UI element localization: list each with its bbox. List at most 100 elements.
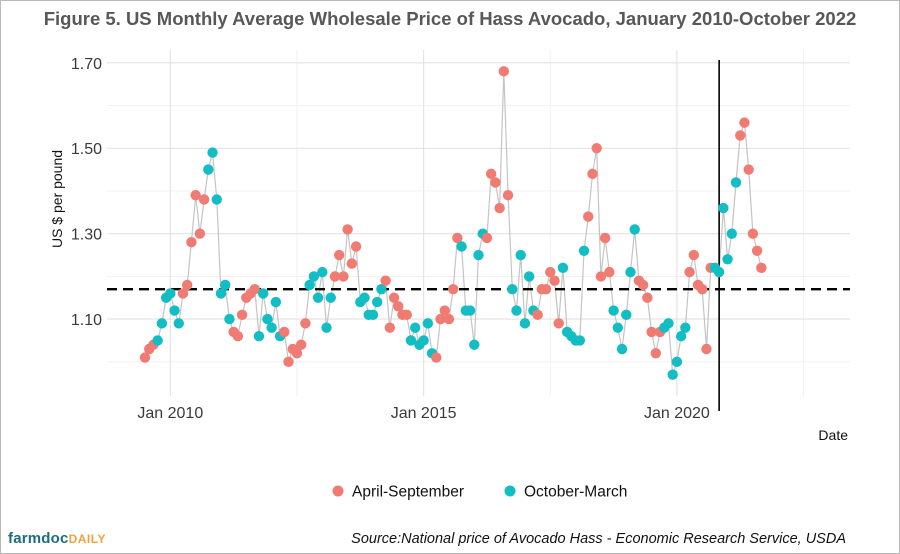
data-point-april-september <box>743 164 754 175</box>
data-point-october-march <box>266 322 277 333</box>
data-point-october-march <box>629 224 640 235</box>
data-point-april-september <box>177 288 189 299</box>
data-point-october-march <box>405 335 417 346</box>
data-point-april-september <box>350 241 362 252</box>
data-point-april-september <box>751 245 763 256</box>
data-point-october-march <box>578 245 590 256</box>
data-point-april-september <box>300 318 311 329</box>
brand-logo: farmdocDAILY <box>8 530 106 547</box>
data-point-october-march <box>169 305 180 316</box>
data-point-october-march <box>718 202 729 214</box>
data-point-october-march <box>616 343 628 355</box>
data-point-april-september <box>650 348 662 359</box>
data-point-october-march <box>422 318 434 329</box>
data-point-october-march <box>165 288 176 299</box>
data-point-april-september <box>604 266 615 278</box>
data-point-april-september <box>447 284 459 295</box>
data-point-october-march <box>515 249 526 261</box>
data-point-october-march <box>224 313 235 325</box>
data-point-april-september <box>198 194 210 205</box>
data-point-april-september <box>194 228 206 239</box>
legend-label-april-september: April-September <box>352 484 464 501</box>
data-point-april-september <box>587 168 598 180</box>
data-point-october-march <box>469 339 480 350</box>
x-tick-label: Jan 2010 <box>137 405 203 422</box>
x-axis-title: Date <box>818 427 848 443</box>
data-point-april-september <box>646 326 657 338</box>
data-point-october-march <box>152 335 163 346</box>
data-point-october-march <box>680 322 691 333</box>
data-point-october-march <box>156 318 168 329</box>
legend-marker-october-march <box>504 485 516 497</box>
data-point-october-march <box>625 266 636 278</box>
x-tick-label: Jan 2020 <box>644 405 710 422</box>
data-point-october-march <box>359 292 370 303</box>
data-point-april-september <box>291 348 303 359</box>
data-point-october-march <box>262 313 273 325</box>
data-point-october-march <box>215 288 227 299</box>
data-point-october-march <box>270 296 282 308</box>
data-point-october-march <box>473 249 484 261</box>
data-point-april-september <box>338 271 349 282</box>
data-point-october-march <box>325 292 336 303</box>
legend-label-october-march: October-March <box>524 484 627 501</box>
data-point-october-march <box>621 309 632 321</box>
data-point-october-march <box>574 335 586 346</box>
data-point-april-september <box>439 305 450 316</box>
data-point-october-march <box>730 177 742 188</box>
data-point-october-march <box>376 284 387 295</box>
data-point-october-march <box>671 356 683 368</box>
data-point-april-september <box>747 228 759 239</box>
data-point-april-september <box>739 117 750 128</box>
data-point-october-march <box>507 284 518 295</box>
data-point-april-september <box>498 66 510 77</box>
data-point-october-march <box>173 318 184 329</box>
data-point-april-september <box>431 352 442 363</box>
data-point-april-september <box>545 266 556 278</box>
data-point-october-march <box>253 330 265 342</box>
data-point-october-march <box>203 164 214 175</box>
data-point-april-september <box>329 271 341 282</box>
data-point-april-september <box>701 343 712 355</box>
y-tick-label: 1.10 <box>71 312 102 329</box>
data-point-april-september <box>481 232 493 244</box>
data-point-october-march <box>608 305 619 316</box>
x-tick-label: Jan 2015 <box>391 405 457 422</box>
data-point-april-september <box>401 309 412 321</box>
data-point-april-september <box>186 237 197 248</box>
data-point-april-september <box>346 258 358 269</box>
data-point-october-march <box>726 228 737 239</box>
data-point-october-march <box>304 279 315 291</box>
data-point-october-march <box>667 369 678 380</box>
data-point-october-march <box>418 335 429 346</box>
data-point-october-march <box>207 147 218 158</box>
data-point-october-march <box>464 305 476 316</box>
data-point-april-september <box>384 322 396 333</box>
data-points <box>139 66 767 380</box>
y-tick-label: 1.70 <box>71 56 102 73</box>
data-point-april-september <box>232 330 244 342</box>
data-point-april-september <box>388 292 400 303</box>
brand-sub: DAILY <box>68 532 106 546</box>
source-note: Source:National price of Avocado Hass - … <box>351 531 846 547</box>
data-point-april-september <box>688 249 700 261</box>
data-point-october-march <box>722 254 733 265</box>
brand-main: farmdoc <box>8 530 69 547</box>
data-point-april-september <box>283 356 294 368</box>
grid-minor <box>107 50 850 396</box>
y-axis-title: US $ per pound <box>49 150 65 248</box>
data-point-october-march <box>220 279 231 291</box>
data-point-april-september <box>279 326 290 338</box>
data-point-october-march <box>211 194 222 205</box>
data-point-april-september <box>684 266 695 278</box>
data-point-april-september <box>756 262 767 274</box>
data-point-april-september <box>583 211 594 222</box>
data-point-october-march <box>511 305 522 316</box>
data-point-october-march <box>308 271 320 282</box>
data-point-april-september <box>139 352 151 363</box>
y-tick-label: 1.30 <box>71 227 102 244</box>
data-point-april-september <box>342 224 353 235</box>
data-point-october-march <box>713 266 725 278</box>
data-point-october-march <box>371 296 383 308</box>
